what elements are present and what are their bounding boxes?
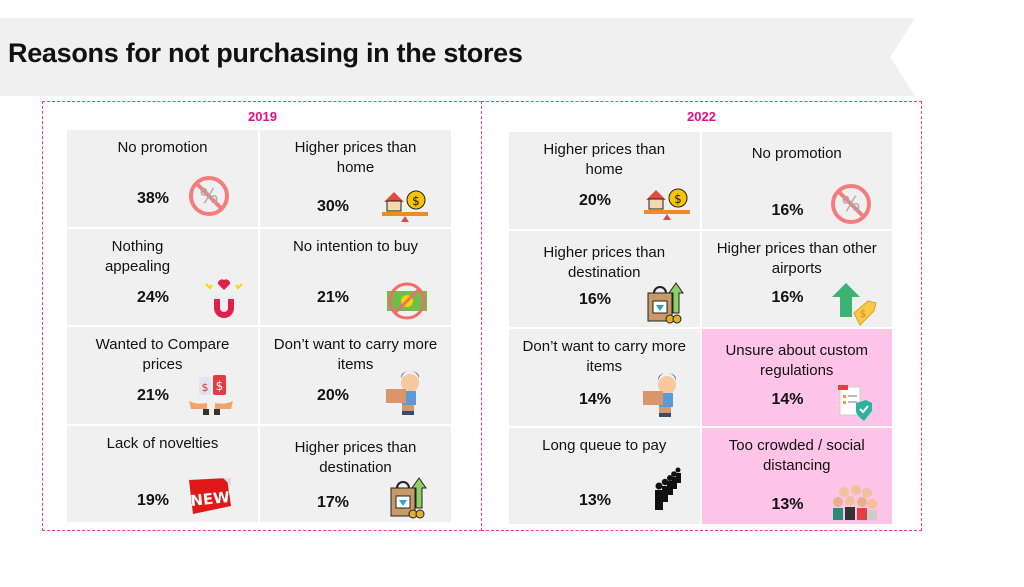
reason-cell: Nothing appealing 24% [67,228,258,325]
person-carrying-box-icon [637,371,681,417]
shopping-bag-price-up-icon [387,476,431,520]
price-tags-hands-icon: $ $ [187,371,233,415]
reason-percent: 38% [137,190,170,207]
reason-percent: 16% [771,202,804,219]
reason-percent: 19% [137,491,170,509]
panel-2019: 2019 No promotion 38% % Higher prices th… [42,101,482,531]
reason-cell: Lack of novelties 19% NEW [67,425,258,522]
new-sticker-icon: NEW [187,476,231,520]
reason-label: Don’t want to carry more items [273,336,438,373]
reason-percent: 20% [579,192,612,209]
reason-percent: 21% [137,387,170,404]
queue-people-icon [644,466,688,510]
reason-label: Unsure about custom regulations [725,342,869,379]
reason-cell-highlighted: Too crowded / social distancing 13% [701,427,892,528]
svg-text:%: % [841,192,860,216]
reason-cell: Higher prices than destination 16% [509,230,700,327]
reason-cell: Higher prices than destination 17% [260,425,451,522]
title-banner [0,18,915,96]
reason-cell: Don’t want to carry more items 20% [260,327,451,424]
reason-label: Higher prices than home [543,141,666,178]
crowd-icon [830,484,877,528]
reason-percent: 13% [771,495,804,513]
reason-percent: 14% [771,391,804,408]
reason-percent: 24% [137,288,170,306]
reasons-grid-2019: No promotion 38% % Higher prices than ho… [67,130,451,522]
reason-label: Higher prices than other airports [716,239,877,277]
reason-cell: No intention to buy 21% [260,228,451,325]
svg-text:NEW: NEW [190,487,231,509]
reason-cell: No promotion 38% % [67,130,258,227]
house-vs-dollar-scale-icon: $ [382,184,428,228]
year-label: 2022 [687,109,716,124]
reason-label: No intention to buy [292,237,419,255]
reason-label: No promotion [751,145,842,162]
reason-cell-highlighted: Unsure about custom regulations 14% [701,329,892,427]
no-money-icon [385,281,429,325]
svg-text:$: $ [216,379,224,393]
svg-text:$: $ [859,309,865,320]
reason-label: Higher prices than destination [294,438,417,476]
reason-percent: 21% [317,288,350,306]
reason-percent: 14% [579,391,612,408]
reason-label: No promotion [117,139,208,156]
reason-percent: 17% [317,493,350,511]
reason-cell: Wanted to Compare prices 21% $ $ [67,327,258,424]
arrow-up-price-tag-icon: $ [831,282,877,327]
reason-label: Long queue to pay [542,436,667,454]
reasons-grid-2022: Higher prices than home 20% $ No promoti… [509,132,892,524]
reason-cell: Long queue to pay 13% [509,427,700,524]
magnet-heart-icon [202,276,246,320]
svg-text:%: % [199,184,218,208]
reason-percent: 20% [317,387,350,404]
no-percent-icon: % [829,182,873,226]
svg-text:$: $ [674,192,682,206]
svg-text:$: $ [202,381,209,394]
reason-label: Wanted to Compare prices [95,336,230,373]
reason-label: Higher prices than destination [543,243,666,281]
customs-document-shield-icon [834,383,878,427]
reason-cell: Don’t want to carry more items 14% [509,329,700,426]
no-percent-icon: % [187,174,231,218]
reason-cell: Higher prices than home 20% $ [509,132,700,229]
reason-percent: 30% [317,198,350,215]
year-label: 2019 [248,109,277,124]
reason-cell: Higher prices than home 30% $ [260,130,451,227]
reason-label: Don’t want to carry more items [522,338,686,375]
reason-label: Lack of novelties [106,434,219,452]
reason-percent: 16% [771,288,804,306]
panel-2022: 2022 Higher prices than home 20% $ No pr… [481,101,922,531]
person-carrying-box-icon [380,369,424,415]
shopping-bag-price-up-icon [644,281,688,325]
reason-cell: No promotion 16% % [701,132,892,229]
reason-percent: 16% [579,290,612,308]
house-vs-dollar-scale-icon: $ [644,182,690,226]
reason-cell: Higher prices than other airports 16% $ [701,230,892,327]
reason-label: Higher prices than home [294,139,417,176]
reason-percent: 13% [579,491,612,509]
reason-label: Nothing appealing [104,237,171,275]
page-title: Reasons for not purchasing in the stores [8,38,523,68]
svg-text:$: $ [412,194,420,208]
reason-label: Too crowded / social distancing [728,436,865,474]
